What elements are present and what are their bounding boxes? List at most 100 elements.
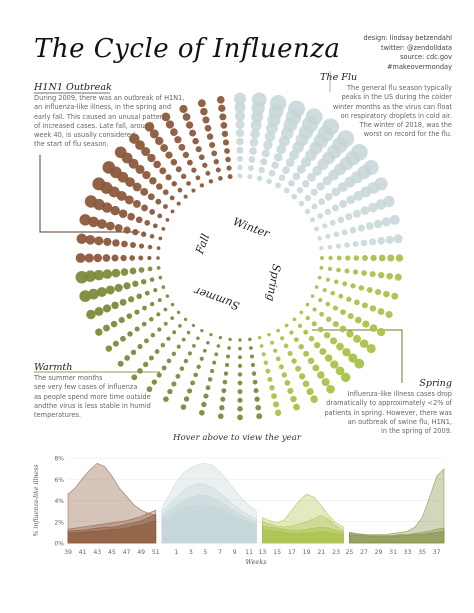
radial-dot-week-45[interactable] [149, 177, 157, 185]
radial-dot-week-8[interactable] [311, 203, 318, 210]
radial-dot-week-24[interactable] [267, 376, 273, 382]
radial-dot-week-43[interactable] [149, 208, 156, 215]
radial-dot-week-52[interactable] [233, 92, 247, 105]
radial-dot-week-33[interactable] [176, 310, 181, 315]
radial-dot-week-31[interactable] [161, 365, 167, 371]
radial-dot-week-34[interactable] [120, 335, 126, 342]
radial-dot-week-12[interactable] [385, 235, 394, 244]
radial-dot-week-12[interactable] [327, 244, 333, 250]
radial-dot-week-50[interactable] [197, 99, 206, 108]
radial-dot-week-47[interactable] [186, 181, 191, 186]
radial-dot-week-43[interactable] [132, 199, 141, 208]
radial-dot-week-39[interactable] [120, 254, 127, 262]
radial-dot-week-9[interactable] [317, 213, 324, 219]
radial-dot-week-6[interactable] [296, 186, 304, 194]
radial-dot-week-47[interactable] [175, 166, 182, 173]
radial-dot-week-36[interactable] [86, 309, 96, 320]
radial-dot-week-19[interactable] [305, 315, 311, 321]
radial-dot-week-28[interactable] [203, 393, 209, 399]
radial-dot-week-31[interactable] [151, 379, 158, 385]
radial-dot-week-11[interactable] [381, 217, 392, 227]
radial-dot-week-43[interactable] [165, 217, 170, 222]
radial-dot-week-40[interactable] [130, 242, 136, 248]
radial-dot-week-29[interactable] [209, 333, 213, 337]
radial-dot-week-17[interactable] [332, 305, 339, 311]
radial-dot-week-49[interactable] [179, 104, 188, 114]
radial-dot-week-13[interactable] [387, 254, 395, 262]
radial-dot-week-40[interactable] [103, 237, 112, 247]
radial-dot-week-34[interactable] [127, 331, 133, 337]
radial-dot-week-7[interactable] [298, 200, 305, 207]
radial-dot-week-17[interactable] [318, 298, 323, 303]
radial-dot-week-16[interactable] [330, 290, 335, 296]
radial-dot-week-49[interactable] [202, 162, 208, 168]
radial-dot-week-22[interactable] [310, 395, 318, 403]
area-summer-series-2[interactable] [349, 530, 445, 544]
radial-dot-week-31[interactable] [176, 344, 181, 349]
radial-dot-week-51[interactable] [221, 130, 229, 138]
radial-dot-week-42[interactable] [144, 219, 151, 226]
radial-dot-week-21[interactable] [293, 337, 299, 343]
radial-dot-week-13[interactable] [353, 255, 360, 261]
radial-dot-week-20[interactable] [324, 354, 333, 362]
radial-dot-week-30[interactable] [175, 373, 181, 379]
radial-dot-week-28[interactable] [207, 377, 213, 382]
radial-dot-week-19[interactable] [348, 353, 358, 363]
radial-dot-week-16[interactable] [385, 310, 393, 319]
radial-dot-week-14[interactable] [361, 270, 367, 276]
radial-dot-week-1[interactable] [247, 173, 253, 180]
radial-dot-week-11[interactable] [317, 236, 322, 241]
radial-dot-week-41[interactable] [79, 214, 91, 226]
radial-dot-week-22[interactable] [302, 380, 310, 388]
radial-dot-week-52[interactable] [234, 110, 246, 121]
radial-dot-week-17[interactable] [362, 320, 370, 328]
radial-dot-week-38[interactable] [147, 266, 153, 272]
radial-dot-week-4[interactable] [282, 166, 290, 175]
radial-dot-week-1[interactable] [250, 119, 262, 131]
radial-dot-week-37[interactable] [132, 280, 139, 287]
radial-dot-week-24[interactable] [274, 409, 282, 416]
radial-dot-week-35[interactable] [102, 324, 110, 332]
radial-dot-week-16[interactable] [377, 308, 385, 315]
radial-dot-week-47[interactable] [170, 158, 178, 166]
radial-dot-week-38[interactable] [120, 268, 129, 276]
radial-dot-week-44[interactable] [147, 193, 155, 201]
radial-dot-week-18[interactable] [332, 321, 339, 328]
radial-dot-week-2[interactable] [269, 95, 287, 112]
radial-dot-week-20[interactable] [319, 348, 327, 356]
radial-dot-week-24[interactable] [263, 360, 269, 365]
radial-dot-week-15[interactable] [391, 292, 399, 300]
radial-dot-week-24[interactable] [269, 385, 275, 391]
radial-dot-week-24[interactable] [261, 352, 266, 357]
radial-dot-week-52[interactable] [235, 119, 245, 129]
radial-dot-week-39[interactable] [138, 255, 144, 261]
radial-dot-week-29[interactable] [199, 356, 204, 361]
radial-dot-week-47[interactable] [165, 151, 173, 159]
radial-dot-week-13[interactable] [395, 254, 404, 262]
radial-dot-week-44[interactable] [102, 161, 116, 174]
radial-dot-week-30[interactable] [163, 396, 169, 402]
radial-dot-week-20[interactable] [297, 323, 303, 328]
radial-dot-week-12[interactable] [393, 234, 403, 244]
radial-dot-week-39[interactable] [75, 253, 86, 263]
radial-dot-week-46[interactable] [165, 174, 172, 181]
radial-dot-week-38[interactable] [75, 270, 88, 284]
radial-dot-week-42[interactable] [84, 195, 98, 208]
radial-dot-week-15[interactable] [350, 283, 356, 289]
radial-dot-week-50[interactable] [202, 116, 210, 124]
radial-dot-week-24[interactable] [273, 401, 280, 408]
radial-dot-week-18[interactable] [346, 330, 354, 338]
radial-dot-week-26[interactable] [237, 372, 243, 377]
radial-dot-week-8[interactable] [363, 159, 379, 175]
radial-dot-week-18[interactable] [312, 307, 317, 312]
radial-dot-week-33[interactable] [157, 327, 162, 332]
radial-dot-week-40[interactable] [76, 233, 87, 245]
radial-dot-week-45[interactable] [176, 201, 181, 206]
radial-dot-week-30[interactable] [200, 328, 204, 333]
radial-dot-week-27[interactable] [222, 379, 228, 385]
radial-dot-week-10[interactable] [345, 213, 353, 221]
radial-dot-week-21[interactable] [326, 384, 335, 394]
radial-dot-week-30[interactable] [167, 388, 173, 395]
radial-dot-week-18[interactable] [319, 311, 325, 317]
radial-dot-week-25[interactable] [249, 354, 254, 359]
